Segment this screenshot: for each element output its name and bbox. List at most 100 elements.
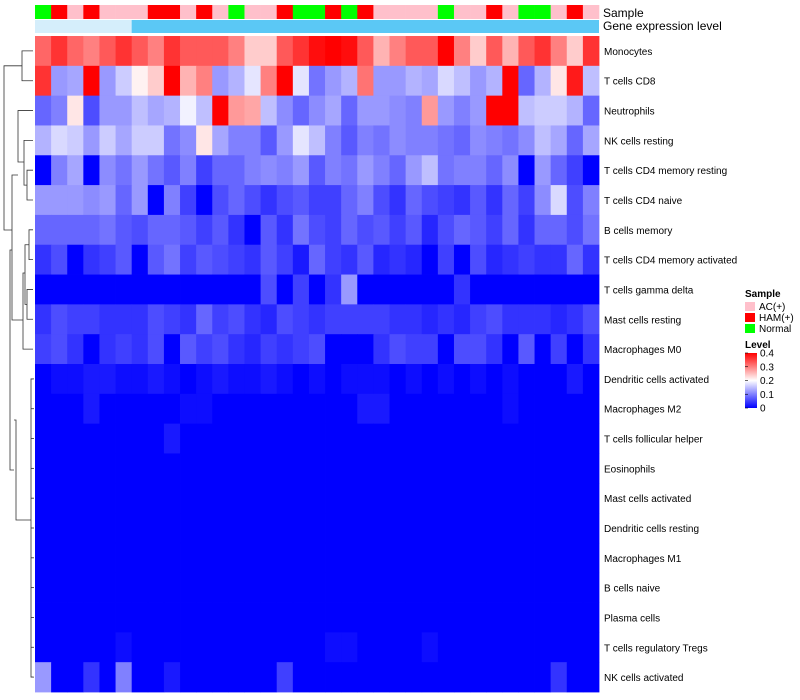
heatmap-cell [260,662,278,693]
sample-annotation-cell [276,5,294,19]
heatmap-cell [196,185,213,216]
heatmap-cell [131,155,149,186]
heatmap-cell [357,334,374,365]
heatmap-cell [373,602,390,633]
heatmap-cell [67,542,84,574]
heatmap-cell [486,36,503,67]
gene-expression-low-segment [35,20,132,33]
heatmap-cell [99,632,116,663]
heatmap-cell [486,453,503,484]
heatmap-cell [131,334,149,365]
heatmap-cell [373,423,390,454]
heatmap-cell [244,483,261,514]
heatmap-cell [163,214,181,246]
heatmap-cell [405,95,423,126]
heatmap-cell [51,542,68,574]
heatmap-cell [373,36,390,67]
heatmap-cell [486,244,503,275]
heatmap-cell [405,155,423,186]
heatmap-cell [341,632,358,663]
sample-annotation-cell [67,5,84,19]
heatmap-cell [550,423,568,454]
heatmap-cell [83,542,100,574]
row-label: B cells naive [604,584,661,595]
heatmap-cell [67,632,84,663]
heatmap-cell [518,334,535,365]
heatmap-cell [131,632,149,663]
heatmap-cell [566,483,584,514]
heatmap-cell [389,662,407,693]
heatmap-cell [373,632,390,663]
heatmap-cell [325,572,342,603]
sample-annotation-cell [550,5,568,19]
heatmap-cell [341,334,358,365]
heatmap-cell [470,274,487,305]
heatmap-cell [228,632,245,663]
dendrogram-branch [26,289,33,320]
heatmap-cell [405,513,423,544]
heatmap-cell [115,185,133,216]
sample-annotation-cell [260,5,278,19]
heatmap-cell [308,125,326,156]
heatmap-cell [470,185,487,216]
heatmap-cell [550,125,568,156]
heatmap-cell [389,155,407,186]
dendrogram-branch [21,50,33,82]
heatmap-cell [550,393,568,425]
heatmap-cell [163,542,181,574]
heatmap-cell [453,185,471,216]
heatmap-cell [453,274,471,305]
heatmap-cell [389,453,407,484]
heatmap-cell [35,542,52,574]
heatmap-cell [244,185,261,216]
heatmap-cell [67,423,84,454]
heatmap-cell [518,572,535,603]
heatmap-cell [196,274,213,305]
heatmap-cell [180,244,197,275]
heatmap-cell [131,214,149,246]
heatmap-cell [147,572,165,603]
heatmap-cell [389,513,407,544]
heatmap-cell [147,274,165,305]
row-label: Macrophages M1 [604,554,682,565]
heatmap-cell [131,65,149,97]
heatmap-cell [35,244,52,275]
row-labels: Monocytes T cells CD8 Neutrophils NK cells … [604,47,737,684]
heatmap-cell [421,125,439,156]
heatmap-cell [518,214,535,246]
heatmap-cell [244,274,261,305]
heatmap-cell [83,65,100,97]
heatmap-cell [470,423,487,454]
heatmap-cell [196,36,213,67]
heatmap-cell [373,95,390,126]
heatmap-cell [131,393,149,425]
heatmap-cell [51,185,68,216]
heatmap-cell [373,393,390,425]
heatmap-cell [357,483,374,514]
heatmap-cell [566,95,584,126]
heatmap-cell [260,542,278,574]
heatmap-cell [373,214,390,246]
heatmap-cell [163,244,181,275]
heatmap-cell [502,125,519,156]
heatmap-cell [292,36,310,67]
heatmap-cell [115,393,133,425]
row-label: T cells CD4 memory activated [604,256,737,267]
heatmap-cell [486,513,503,544]
heatmap-cell [566,334,584,365]
heatmap-cell [582,453,600,484]
heatmap-cell [357,364,374,395]
heatmap-cell [35,453,52,484]
heatmap-cell [437,662,455,693]
heatmap-cell [147,214,165,246]
heatmap-cell [308,602,326,633]
heatmap-cell [276,662,294,693]
level-tick-label: 0.2 [760,376,774,387]
heatmap-cell [212,125,229,156]
heatmap-cell [276,393,294,425]
heatmap-cell [83,364,100,395]
heatmap-cell [566,304,584,335]
heatmap-cell [67,393,84,425]
heatmap-cell [196,334,213,365]
heatmap-cell [99,572,116,603]
